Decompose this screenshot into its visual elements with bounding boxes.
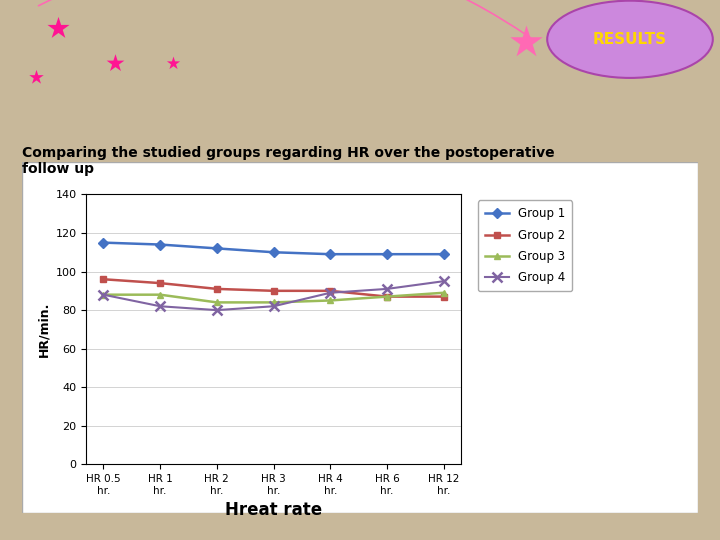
Group 4 <box>326 289 335 296</box>
Group 2 <box>439 293 448 300</box>
Text: RESULTS: RESULTS <box>593 32 667 47</box>
Y-axis label: HR/min.: HR/min. <box>37 302 50 357</box>
Text: Comparing the studied groups regarding HR over the postoperative
follow up: Comparing the studied groups regarding H… <box>22 146 554 176</box>
Group 4 <box>383 286 392 292</box>
Group 2 <box>99 276 108 282</box>
Legend: Group 1, Group 2, Group 3, Group 4: Group 1, Group 2, Group 3, Group 4 <box>478 200 572 291</box>
Line: Group 2: Group 2 <box>100 276 447 300</box>
Group 4 <box>269 303 278 309</box>
Group 1 <box>269 249 278 255</box>
Group 3 <box>156 292 164 298</box>
Group 1 <box>383 251 392 258</box>
Group 3 <box>326 297 335 303</box>
Group 2 <box>383 293 392 300</box>
Line: Group 1: Group 1 <box>100 239 447 258</box>
Group 1 <box>326 251 335 258</box>
Line: Group 4: Group 4 <box>99 276 449 315</box>
X-axis label: Hreat rate: Hreat rate <box>225 501 322 519</box>
Group 2 <box>212 286 221 292</box>
Group 3 <box>212 299 221 306</box>
Group 4 <box>99 292 108 298</box>
Point <box>109 59 121 68</box>
Group 1 <box>156 241 164 248</box>
Group 1 <box>439 251 448 258</box>
Group 4 <box>156 303 164 309</box>
Line: Group 3: Group 3 <box>100 289 447 306</box>
Group 2 <box>326 288 335 294</box>
FancyBboxPatch shape <box>22 162 698 513</box>
Group 4 <box>212 307 221 313</box>
Group 1 <box>212 245 221 252</box>
Group 4 <box>439 278 448 285</box>
Group 3 <box>383 293 392 300</box>
Group 3 <box>99 292 108 298</box>
Point <box>52 24 63 32</box>
Point <box>167 59 179 68</box>
Group 2 <box>269 288 278 294</box>
Point <box>30 73 42 82</box>
Ellipse shape <box>547 1 713 78</box>
Group 3 <box>269 299 278 306</box>
Group 2 <box>156 280 164 286</box>
Group 1 <box>99 239 108 246</box>
Point <box>520 38 531 46</box>
Group 3 <box>439 289 448 296</box>
